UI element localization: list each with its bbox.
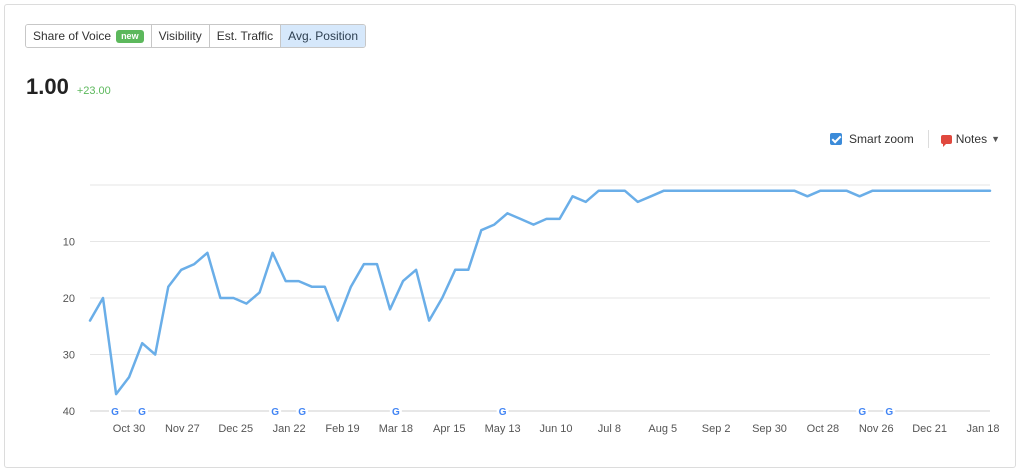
x-tick-label: Jan 18 [966, 423, 999, 435]
marker-bg [296, 405, 309, 417]
tab-label: Share of Voice [33, 29, 112, 43]
google-update-marker: G [269, 405, 282, 418]
google-update-marker: G [296, 405, 309, 418]
grid [90, 184, 990, 412]
y-axis-ticks: 10 20 30 40 [63, 237, 75, 419]
metric-value: 1.00 [26, 74, 69, 99]
google-g-icon: G [885, 407, 893, 418]
x-tick-label: Oct 28 [807, 423, 839, 435]
chart-controls: Smart zoom Notes ▼ [830, 130, 1000, 148]
y-tick-label: 40 [63, 406, 75, 418]
google-g-icon: G [858, 407, 866, 418]
google-g-icon: G [392, 407, 400, 418]
tab-visibility[interactable]: Visibility [151, 25, 210, 47]
x-tick-label: Jan 22 [273, 423, 306, 435]
series [88, 189, 992, 396]
google-update-marker: G [136, 405, 148, 418]
marker-bg [856, 405, 869, 417]
x-tick-label: Apr 15 [433, 423, 465, 435]
metric-tabs: Share of Voice new Visibility Est. Traff… [25, 24, 366, 48]
x-tick-label: Oct 30 [113, 423, 145, 435]
x-tick-label: Nov 26 [859, 423, 894, 435]
marker-bg [109, 405, 121, 417]
metric-summary: 1.00 +23.00 [26, 74, 111, 100]
tab-label: Est. Traffic [216, 29, 274, 43]
google-g-icon: G [499, 407, 507, 418]
x-tick-label: Dec 21 [912, 423, 947, 435]
google-update-marker: G [389, 405, 402, 418]
x-tick-label: Dec 25 [218, 423, 253, 435]
x-tick-label: Jun 10 [539, 423, 572, 435]
marker-bg [883, 405, 896, 417]
google-g-icon: G [271, 407, 279, 418]
notes-label: Notes [955, 132, 988, 146]
y-tick-label: 30 [63, 350, 75, 362]
x-tick-label: Aug 5 [648, 423, 677, 435]
x-tick-label: Jul 8 [598, 423, 621, 435]
tab-est-traffic[interactable]: Est. Traffic [209, 25, 282, 47]
x-tick-label: Sep 30 [752, 423, 787, 435]
divider [927, 130, 929, 148]
x-axis-ticks: Oct 30 Nov 27 Dec 25 Jan 22 Feb 19 Mar 18 Apr … [113, 423, 1000, 435]
checkbox-checked-icon[interactable] [830, 133, 843, 145]
smart-zoom-toggle[interactable]: Smart zoom [830, 132, 914, 146]
tab-label: Avg. Position [288, 29, 358, 43]
chart-card [4, 4, 1016, 468]
google-g-icon: G [298, 407, 306, 418]
new-badge: new [116, 29, 144, 43]
y-tick-label: 20 [63, 293, 75, 305]
tab-avg-position[interactable]: Avg. Position [281, 25, 365, 47]
google-g-icon: G [138, 407, 146, 418]
y-tick-label: 10 [63, 237, 75, 249]
x-tick-label: May 13 [485, 423, 521, 435]
google-g-icon: G [111, 407, 119, 418]
x-tick-label: Sep 2 [702, 423, 731, 435]
notes-dropdown[interactable]: Notes ▼ [940, 132, 1000, 147]
google-update-marker: G [109, 405, 121, 418]
chevron-down-icon: ▼ [991, 134, 1000, 144]
x-tick-label: Nov 27 [165, 423, 200, 435]
google-update-marker: G [856, 405, 869, 418]
marker-bg [269, 405, 282, 417]
smart-zoom-label: Smart zoom [849, 132, 914, 146]
marker-bg [389, 405, 402, 417]
series-line-0 [88, 189, 992, 396]
speech-bubble-icon [940, 134, 952, 147]
marker-bg [136, 405, 148, 417]
google-update-marker: G [883, 405, 896, 418]
tab-label: Visibility [158, 29, 202, 43]
metric-delta: +23.00 [76, 85, 111, 97]
x-tick-label: Mar 18 [379, 423, 413, 435]
tab-share-of-voice[interactable]: Share of Voice new [26, 25, 152, 47]
marker-bg [496, 405, 509, 417]
google-update-marker: G [496, 405, 509, 418]
x-tick-label: Feb 19 [325, 423, 359, 435]
